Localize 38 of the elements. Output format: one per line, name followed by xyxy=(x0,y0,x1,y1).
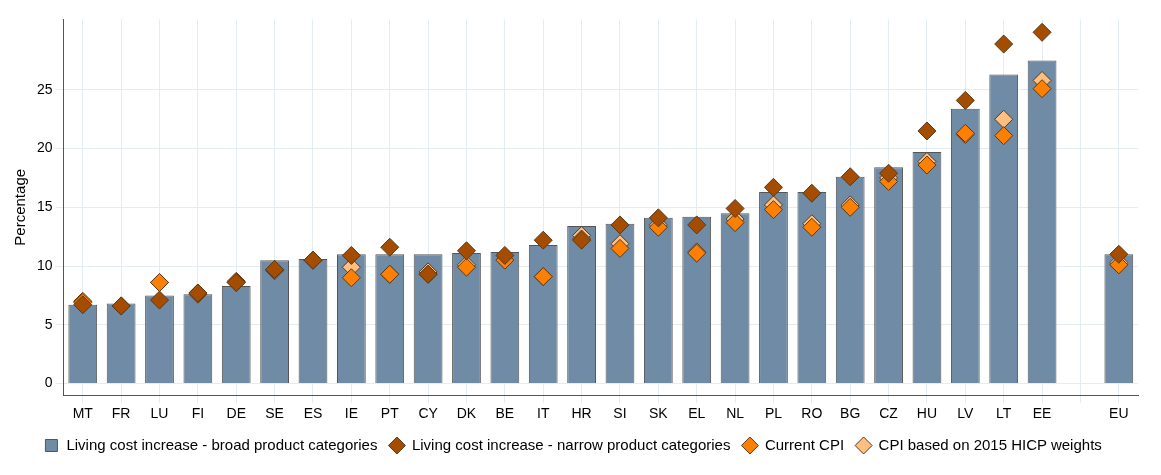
legend-label: CPI based on 2015 HICP weights xyxy=(878,435,1102,453)
y-tick-label: 15 xyxy=(36,198,53,215)
x-tick-label: RO xyxy=(801,405,823,422)
x-tick-label: IE xyxy=(344,405,358,422)
x-tick-label: NL xyxy=(726,405,745,422)
y-axis-title: Percentage xyxy=(11,168,29,246)
x-tick-label: EE xyxy=(1032,405,1052,422)
x-tick-label: MT xyxy=(72,405,94,422)
x-tick-label: BE xyxy=(495,405,515,422)
x-tick-label: CZ xyxy=(879,405,899,422)
y-tick-label: 10 xyxy=(36,256,53,273)
x-tick-label: SK xyxy=(649,405,669,422)
x-tick-label: LV xyxy=(957,405,975,422)
x-tick-label: CY xyxy=(418,405,439,422)
y-tick-label: 0 xyxy=(44,374,53,391)
x-tick-label: HR xyxy=(571,405,592,422)
x-tick-label: LT xyxy=(996,405,1012,422)
legend-label: Current CPI xyxy=(764,435,845,453)
x-tick-label: FR xyxy=(111,405,131,422)
x-tick-label: EU xyxy=(1109,405,1129,422)
x-tick-label: LU xyxy=(150,405,169,422)
x-tick-label: HU xyxy=(916,405,938,422)
y-tick-label: 25 xyxy=(36,80,53,97)
legend-label: Living cost increase - narrow product categories xyxy=(411,435,731,453)
x-tick-label: IT xyxy=(537,405,550,422)
x-tick-label: BG xyxy=(840,405,861,422)
legend-label: Living cost increase - broad product categories xyxy=(66,435,378,453)
x-tick-label: ES xyxy=(303,405,323,422)
x-tick-label: DE xyxy=(226,405,246,422)
x-tick-label: PL xyxy=(764,405,783,422)
x-tick-label: PT xyxy=(380,405,400,422)
x-tick-label: SI xyxy=(613,405,627,422)
x-tick-label: DK xyxy=(456,405,477,422)
x-tick-label: FI xyxy=(191,405,205,422)
x-tick-label: EL xyxy=(688,405,706,422)
y-tick-label: 5 xyxy=(44,315,53,332)
y-tick-label: 20 xyxy=(36,139,53,156)
x-tick-label: SE xyxy=(265,405,284,422)
